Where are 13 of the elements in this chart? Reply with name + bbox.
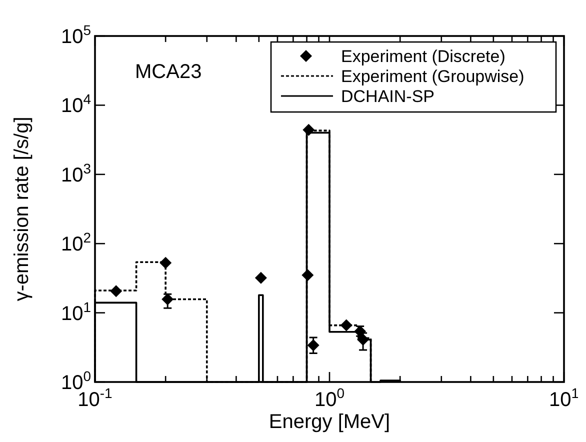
legend-label: Experiment (Discrete): [341, 47, 506, 66]
y-tick-label: 10$^{2}$: [60, 230, 92, 256]
x-tick-label: 10$^{1}$: [548, 385, 580, 411]
legend-label: Experiment (Groupwise): [341, 67, 524, 86]
y-tick-label: 10$^{1}$: [60, 298, 92, 325]
x-tick-label: 10$^{0}$: [314, 385, 345, 411]
y-axis-title: γ-emission rate [/s/g]: [11, 116, 33, 302]
annotation: MCA23: [135, 61, 202, 83]
x-axis-title: Energy [MeV]: [268, 411, 390, 433]
y-tick-label: 10$^{5}$: [60, 22, 92, 48]
y-tick-label: 10$^{4}$: [60, 91, 92, 118]
legend-label: DCHAIN-SP: [341, 87, 435, 106]
y-tick-label: 10$^{3}$: [60, 160, 92, 186]
